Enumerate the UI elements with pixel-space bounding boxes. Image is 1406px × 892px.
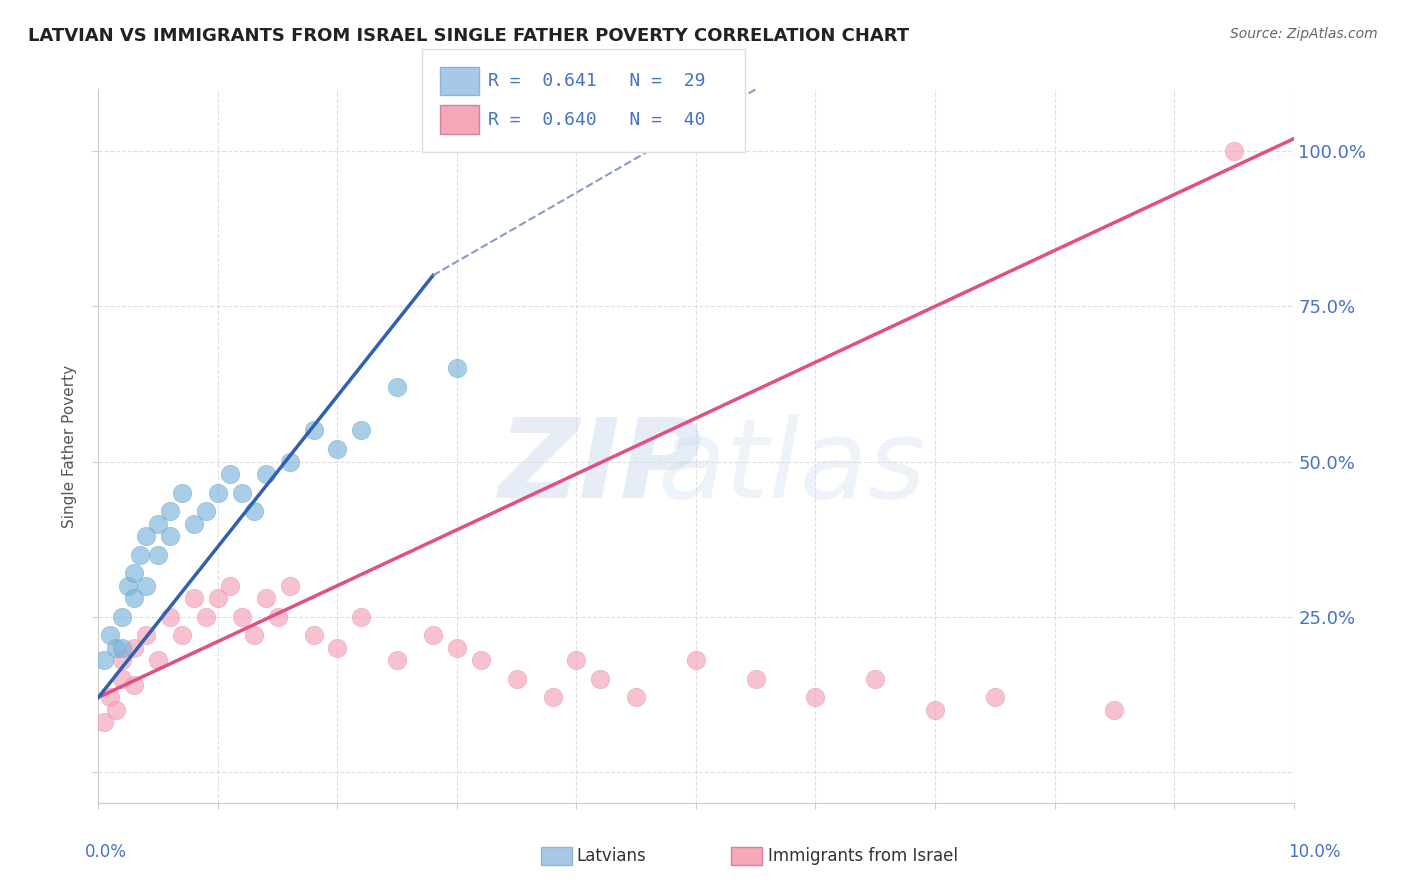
Point	[745, 672, 768, 686]
Point	[172, 628, 194, 642]
Point	[98, 690, 122, 705]
Point	[589, 672, 612, 686]
Point	[117, 579, 139, 593]
Point	[148, 548, 170, 562]
Point	[195, 504, 218, 518]
Point	[93, 715, 115, 730]
Point	[685, 653, 707, 667]
Point	[385, 653, 409, 667]
Point	[302, 628, 325, 642]
Point	[506, 672, 529, 686]
Point	[135, 628, 157, 642]
Point	[1104, 703, 1126, 717]
Point	[446, 361, 468, 376]
Point	[326, 640, 349, 655]
Point	[326, 442, 349, 456]
Point	[105, 703, 128, 717]
Point	[254, 591, 277, 605]
Point	[111, 672, 134, 686]
Point	[148, 516, 170, 531]
Point	[243, 504, 266, 518]
Point	[804, 690, 827, 705]
Point	[219, 579, 242, 593]
Point	[626, 690, 648, 705]
Point	[1223, 145, 1246, 159]
Point	[195, 609, 218, 624]
Point	[172, 485, 194, 500]
Point	[470, 653, 492, 667]
Point	[135, 579, 157, 593]
Text: R =  0.641   N =  29: R = 0.641 N = 29	[488, 72, 706, 90]
Point	[135, 529, 157, 543]
Point	[111, 609, 134, 624]
Point	[207, 485, 229, 500]
Text: atlas: atlas	[657, 414, 927, 521]
Point	[254, 467, 277, 481]
Point	[124, 566, 146, 581]
Point	[446, 640, 468, 655]
Point	[302, 424, 325, 438]
Point	[124, 591, 146, 605]
Point	[350, 424, 373, 438]
Point	[159, 529, 181, 543]
Point	[385, 380, 409, 394]
Point	[111, 653, 134, 667]
Text: Source: ZipAtlas.com: Source: ZipAtlas.com	[1230, 27, 1378, 41]
Text: LATVIAN VS IMMIGRANTS FROM ISRAEL SINGLE FATHER POVERTY CORRELATION CHART: LATVIAN VS IMMIGRANTS FROM ISRAEL SINGLE…	[28, 27, 910, 45]
Point	[231, 609, 253, 624]
Point	[278, 579, 301, 593]
Point	[93, 653, 115, 667]
Text: Immigrants from Israel: Immigrants from Israel	[768, 847, 957, 865]
Point	[159, 609, 181, 624]
Point	[984, 690, 1007, 705]
Point	[422, 628, 444, 642]
Point	[207, 591, 229, 605]
Point	[183, 516, 205, 531]
Point	[124, 640, 146, 655]
Point	[111, 640, 134, 655]
Text: 0.0%: 0.0%	[84, 843, 127, 861]
Point	[924, 703, 946, 717]
Point	[148, 653, 170, 667]
Point	[350, 609, 373, 624]
Point	[243, 628, 266, 642]
Y-axis label: Single Father Poverty: Single Father Poverty	[62, 365, 77, 527]
Point	[219, 467, 242, 481]
Point	[129, 548, 152, 562]
Point	[565, 653, 588, 667]
Point	[124, 678, 146, 692]
Point	[267, 609, 290, 624]
Point	[159, 504, 181, 518]
Point	[98, 628, 122, 642]
Point	[541, 690, 564, 705]
Text: ZIP: ZIP	[499, 414, 702, 521]
Text: 10.0%: 10.0%	[1288, 843, 1341, 861]
Point	[278, 454, 301, 468]
Text: R =  0.640   N =  40: R = 0.640 N = 40	[488, 111, 706, 128]
Point	[865, 672, 887, 686]
Point	[231, 485, 253, 500]
Point	[105, 640, 128, 655]
Point	[183, 591, 205, 605]
Text: Latvians: Latvians	[576, 847, 647, 865]
